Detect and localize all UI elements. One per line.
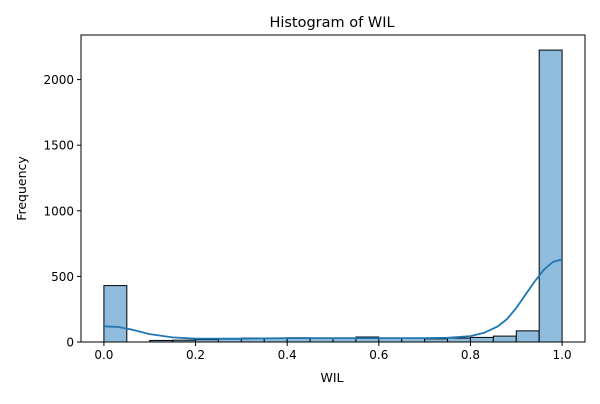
y-axis-label: Frequency bbox=[14, 156, 29, 221]
x-tick-label: 0.4 bbox=[278, 348, 297, 362]
histogram-bar bbox=[103, 285, 128, 343]
y-tick-label: 0 bbox=[66, 336, 74, 350]
x-tick-label: 0.6 bbox=[369, 348, 388, 362]
y-tick-label: 2000 bbox=[43, 73, 74, 87]
y-axis: 0 500 1000 1500 2000 bbox=[43, 73, 81, 350]
y-tick-label: 1000 bbox=[43, 204, 74, 218]
x-tick-label: 0.0 bbox=[94, 348, 113, 362]
x-tick-label: 0.8 bbox=[461, 348, 480, 362]
plot-area-frame bbox=[80, 34, 586, 343]
x-tick-label: 0.2 bbox=[186, 348, 205, 362]
histogram-bar bbox=[447, 337, 471, 343]
x-tick-label: 1.0 bbox=[553, 348, 572, 362]
x-axis-label: WIL bbox=[320, 370, 343, 385]
histogram-bar bbox=[515, 330, 540, 343]
kde-curve bbox=[103, 258, 563, 340]
histogram-bar bbox=[469, 336, 494, 343]
x-axis: 0.0 0.2 0.4 0.6 0.8 1.0 bbox=[94, 342, 572, 362]
chart-title: Histogram of WIL bbox=[269, 15, 394, 31]
y-tick-label: 1500 bbox=[43, 139, 74, 153]
y-tick-label: 500 bbox=[51, 270, 74, 284]
histogram-bar bbox=[492, 335, 517, 343]
histogram-bar bbox=[538, 49, 563, 343]
bars bbox=[103, 49, 563, 343]
